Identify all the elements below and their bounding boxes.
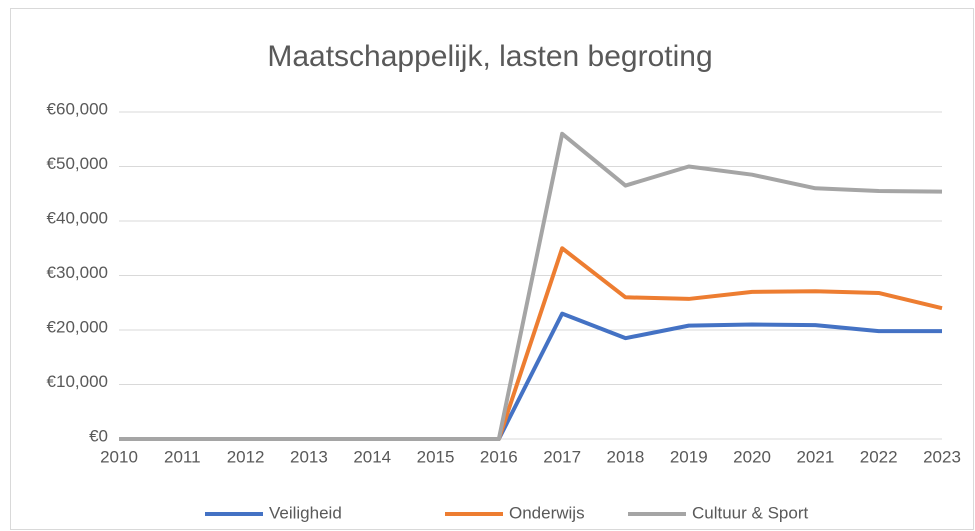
x-tick-label: 2010 xyxy=(100,447,138,466)
y-tick-label: €60,000 xyxy=(47,99,108,118)
y-tick-label: €50,000 xyxy=(47,154,108,173)
chart-title: Maatschappelijk, lasten begroting xyxy=(267,40,712,73)
legend-label: Veiligheid xyxy=(269,503,342,522)
x-tick-label: 2017 xyxy=(543,447,581,466)
x-tick-label: 2014 xyxy=(353,447,391,466)
y-tick-label: €40,000 xyxy=(47,208,108,227)
y-tick-label: €10,000 xyxy=(47,372,108,391)
x-tick-label: 2020 xyxy=(733,447,771,466)
y-tick-label: €0 xyxy=(89,426,108,445)
legend-label: Onderwijs xyxy=(509,503,585,522)
series-line xyxy=(119,131,943,441)
y-tick-label: €30,000 xyxy=(47,263,108,282)
legend-label: Cultuur & Sport xyxy=(692,503,808,522)
x-tick-label: 2018 xyxy=(607,447,645,466)
x-tick-label: 2013 xyxy=(290,447,328,466)
x-tick-label: 2011 xyxy=(164,447,201,466)
x-tick-label: 2022 xyxy=(860,447,898,466)
x-tick-label: 2021 xyxy=(796,447,834,466)
y-tick-label: €20,000 xyxy=(47,317,108,336)
x-tick-label: 2023 xyxy=(923,447,961,466)
x-tick-label: 2012 xyxy=(227,447,265,466)
x-tick-label: 2015 xyxy=(417,447,455,466)
chart-border xyxy=(10,8,974,530)
x-tick-label: 2016 xyxy=(480,447,518,466)
x-tick-label: 2019 xyxy=(670,447,708,466)
